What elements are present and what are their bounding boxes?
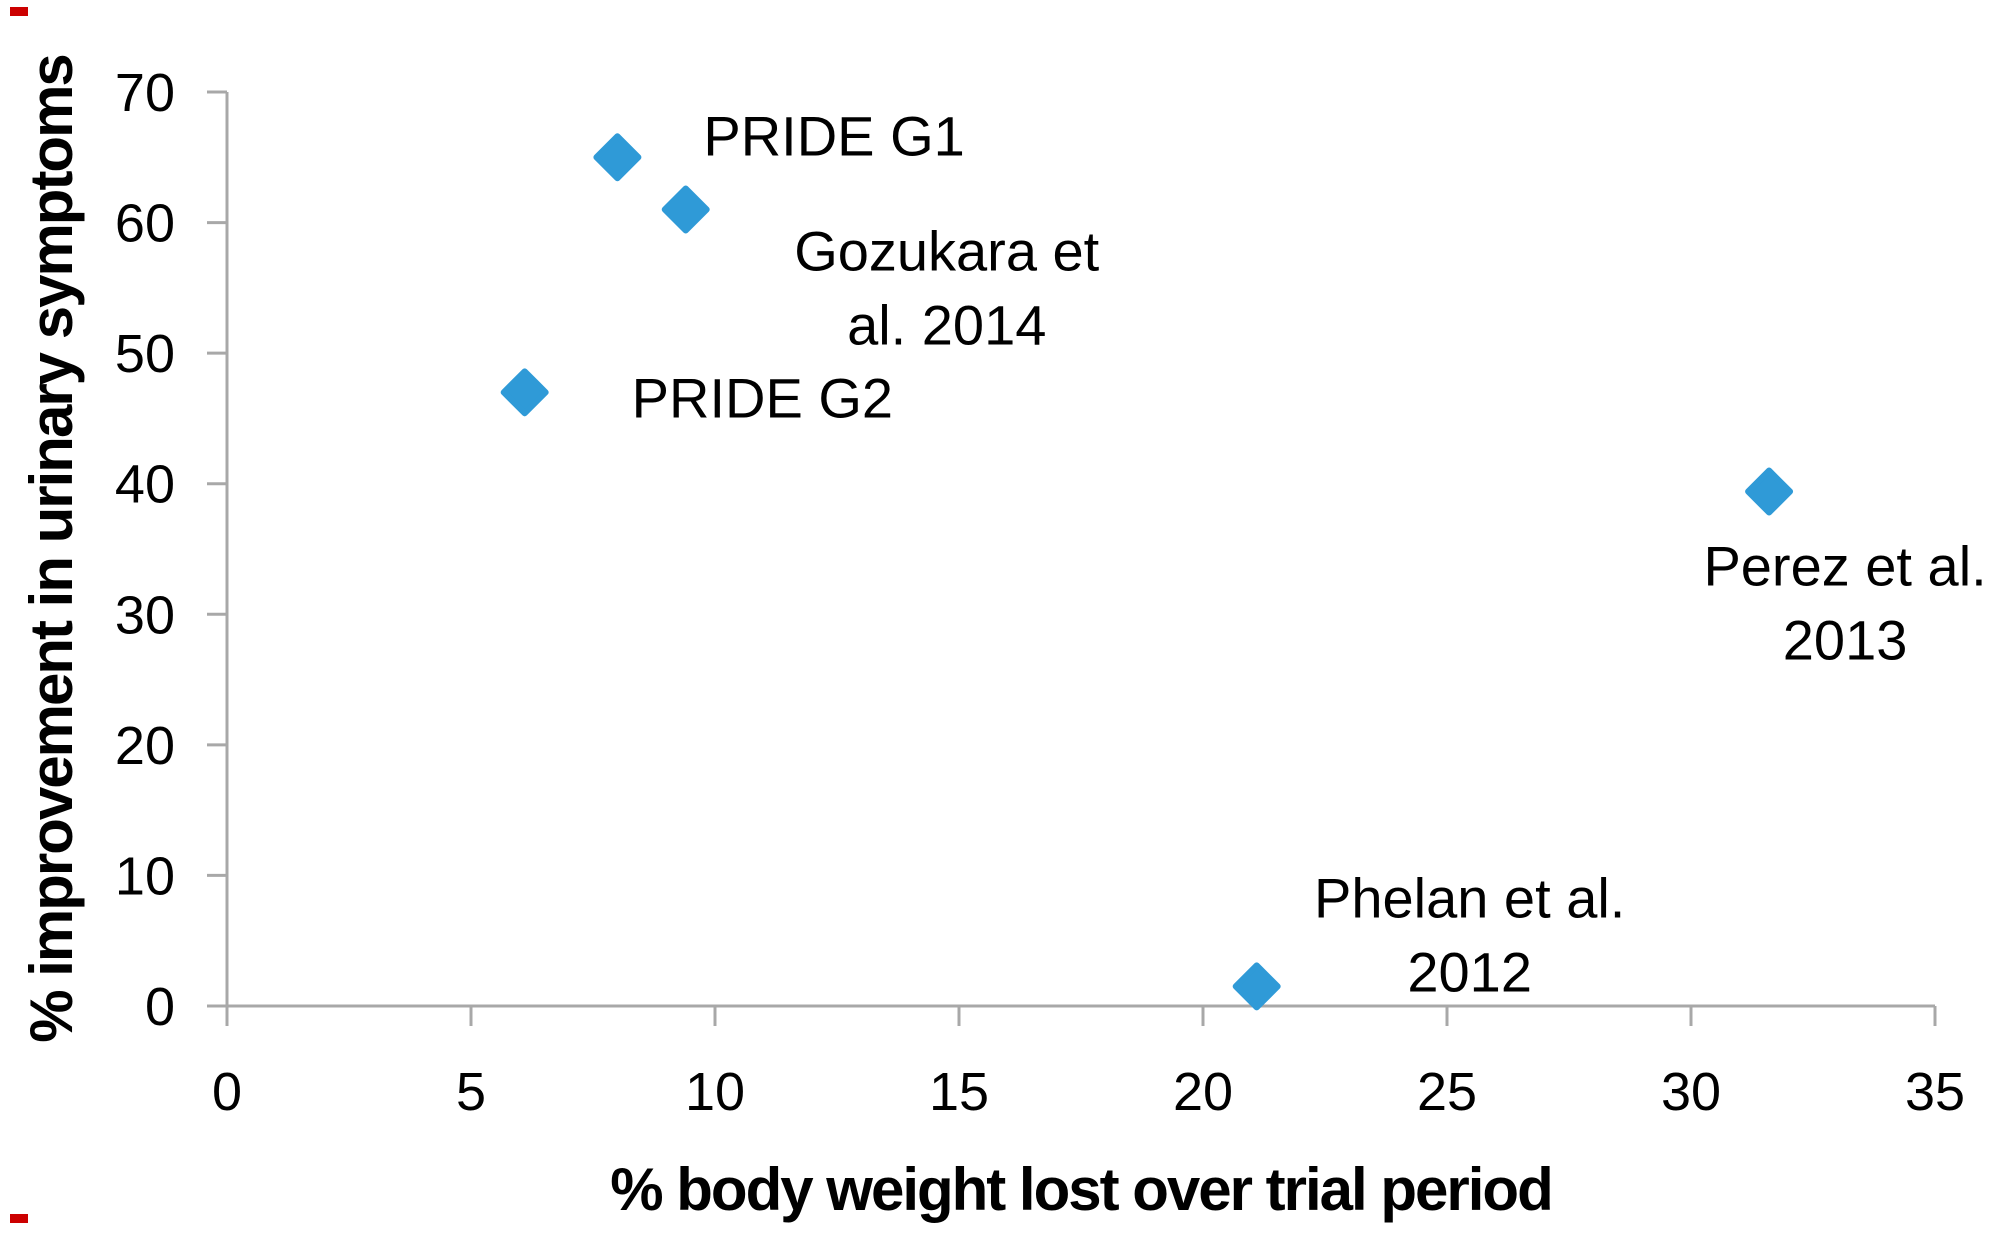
y-tick-label: 20 — [115, 716, 175, 776]
data-point-label: PRIDE G2 — [632, 366, 893, 429]
y-tick-label: 40 — [115, 455, 175, 515]
x-tick-label: 20 — [1173, 1062, 1233, 1122]
corner-mark-bottom — [10, 1214, 28, 1223]
data-point-label: Phelan et al. 2012 — [1314, 866, 1625, 1003]
data-point-diamond — [661, 185, 710, 234]
x-axis-title: % body weight lost over trial period — [610, 1156, 1551, 1223]
x-tick-label: 0 — [212, 1062, 242, 1122]
y-tick-label: 30 — [115, 585, 175, 645]
data-points: PRIDE G1 Gozukara et al. 2014 PRIDE G2 Phela… — [500, 104, 1987, 1011]
axes: 0 5 10 15 20 25 30 35 0 10 20 30 40 50 60 70 — [115, 63, 1965, 1122]
data-point-label: Perez et al. 2013 — [1703, 535, 1986, 672]
x-tick-label: 30 — [1661, 1062, 1721, 1122]
data-point-diamond — [500, 368, 549, 417]
data-point-diamond — [1745, 467, 1794, 516]
x-tick-label: 10 — [685, 1062, 745, 1122]
data-point-label: Gozukara et al. 2014 — [794, 220, 1099, 357]
y-tick-label: 60 — [115, 194, 175, 254]
x-tick-label: 5 — [456, 1062, 486, 1122]
x-tick-label: 35 — [1905, 1062, 1965, 1122]
x-tick-label: 15 — [929, 1062, 989, 1122]
corner-mark-top — [10, 7, 28, 16]
y-tick-label: 50 — [115, 324, 175, 384]
x-tick-label: 25 — [1417, 1062, 1477, 1122]
y-tick-label: 10 — [115, 846, 175, 906]
data-point-diamond — [593, 133, 642, 182]
y-tick-label: 70 — [115, 63, 175, 123]
data-point-label: PRIDE G1 — [703, 104, 964, 167]
y-tick-label: 0 — [145, 977, 175, 1037]
y-axis-title: % improvement in urinary symptoms — [18, 55, 85, 1043]
data-point-diamond — [1232, 962, 1281, 1011]
